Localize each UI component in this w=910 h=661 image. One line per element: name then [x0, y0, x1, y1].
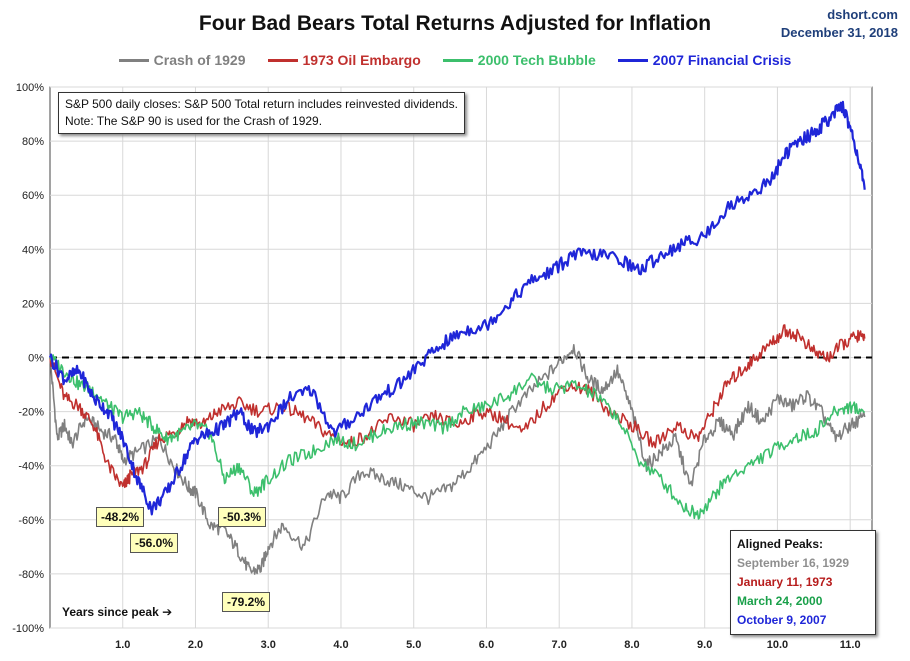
legend-item-2000: 2000 Tech Bubble — [442, 52, 596, 68]
data-note: S&P 500 daily closes: S&P 500 Total retu… — [58, 92, 465, 134]
y-tick-label: 100% — [16, 82, 44, 94]
note-line-1: S&P 500 daily closes: S&P 500 Total retu… — [65, 97, 458, 111]
legend-item-2007: 2007 Financial Crisis — [617, 52, 792, 68]
legend-item-1929: Crash of 1929 — [118, 52, 246, 68]
x-tick-label: 11.0 — [840, 639, 861, 651]
x-tick-label: 2.0 — [188, 639, 203, 651]
x-tick-label: 9.0 — [697, 639, 712, 651]
y-tick-label: 80% — [22, 136, 44, 148]
peak-1929: September 16, 1929 — [737, 556, 850, 570]
series-line-crash-of-1929 — [49, 343, 866, 575]
x-tick-label: 1.0 — [115, 639, 130, 651]
legend: Crash of 1929 1973 Oil Embargo 2000 Tech… — [0, 52, 910, 68]
legend-item-1973: 1973 Oil Embargo — [267, 52, 421, 68]
legend-label: 2000 Tech Bubble — [477, 52, 596, 68]
note-line-2: Note: The S&P 90 is used for the Crash o… — [65, 114, 323, 128]
legend-label: 1973 Oil Embargo — [302, 52, 421, 68]
y-tick-label: 0% — [28, 353, 44, 365]
y-tick-label: 60% — [22, 190, 44, 202]
callout-1973-low: -48.2% — [96, 507, 145, 527]
peak-2007: October 9, 2007 — [737, 613, 827, 627]
x-tick-label: 7.0 — [552, 639, 567, 651]
source-block: dshort.com December 31, 2018 — [781, 6, 898, 42]
y-tick-label: -40% — [18, 461, 44, 473]
legend-swatch — [617, 58, 648, 62]
series-line-2007-financial-crisis — [48, 100, 866, 516]
legend-swatch — [118, 58, 149, 62]
aligned-peaks-title: Aligned Peaks: — [737, 537, 824, 551]
y-tick-label: -100% — [12, 623, 44, 635]
x-tick-label: 5.0 — [406, 639, 421, 651]
x-tick-label: 10.0 — [767, 639, 788, 651]
x-axis-note: Years since peak ➔ — [62, 605, 173, 619]
y-tick-label: 40% — [22, 244, 44, 256]
callout-1929-low: -79.2% — [222, 592, 271, 612]
callout-2000-low: -50.3% — [218, 507, 267, 527]
y-tick-label: -60% — [18, 515, 44, 527]
x-tick-label: 8.0 — [624, 639, 639, 651]
x-tick-label: 4.0 — [333, 639, 348, 651]
y-tick-label: -80% — [18, 569, 44, 581]
x-tick-label: 6.0 — [479, 639, 494, 651]
peak-2000: March 24, 2000 — [737, 594, 823, 608]
legend-swatch — [442, 58, 473, 62]
source-date: December 31, 2018 — [780, 25, 898, 40]
source-site[interactable]: dshort.com — [827, 7, 898, 22]
x-tick-label: 3.0 — [261, 639, 276, 651]
chart-title: Four Bad Bears Total Returns Adjusted fo… — [198, 12, 712, 35]
series-line-1973-oil-embargo — [49, 324, 866, 489]
peak-1973: January 11, 1973 — [737, 575, 833, 589]
series-line-2000-tech-bubble — [49, 354, 865, 520]
legend-swatch — [267, 58, 298, 62]
y-tick-label: -20% — [18, 407, 44, 419]
callout-2007-low: -56.0% — [130, 533, 179, 553]
y-tick-label: 20% — [22, 298, 44, 310]
legend-label: Crash of 1929 — [153, 52, 246, 68]
aligned-peaks-box: Aligned Peaks: September 16, 1929 Januar… — [730, 530, 876, 635]
legend-label: 2007 Financial Crisis — [652, 52, 792, 68]
